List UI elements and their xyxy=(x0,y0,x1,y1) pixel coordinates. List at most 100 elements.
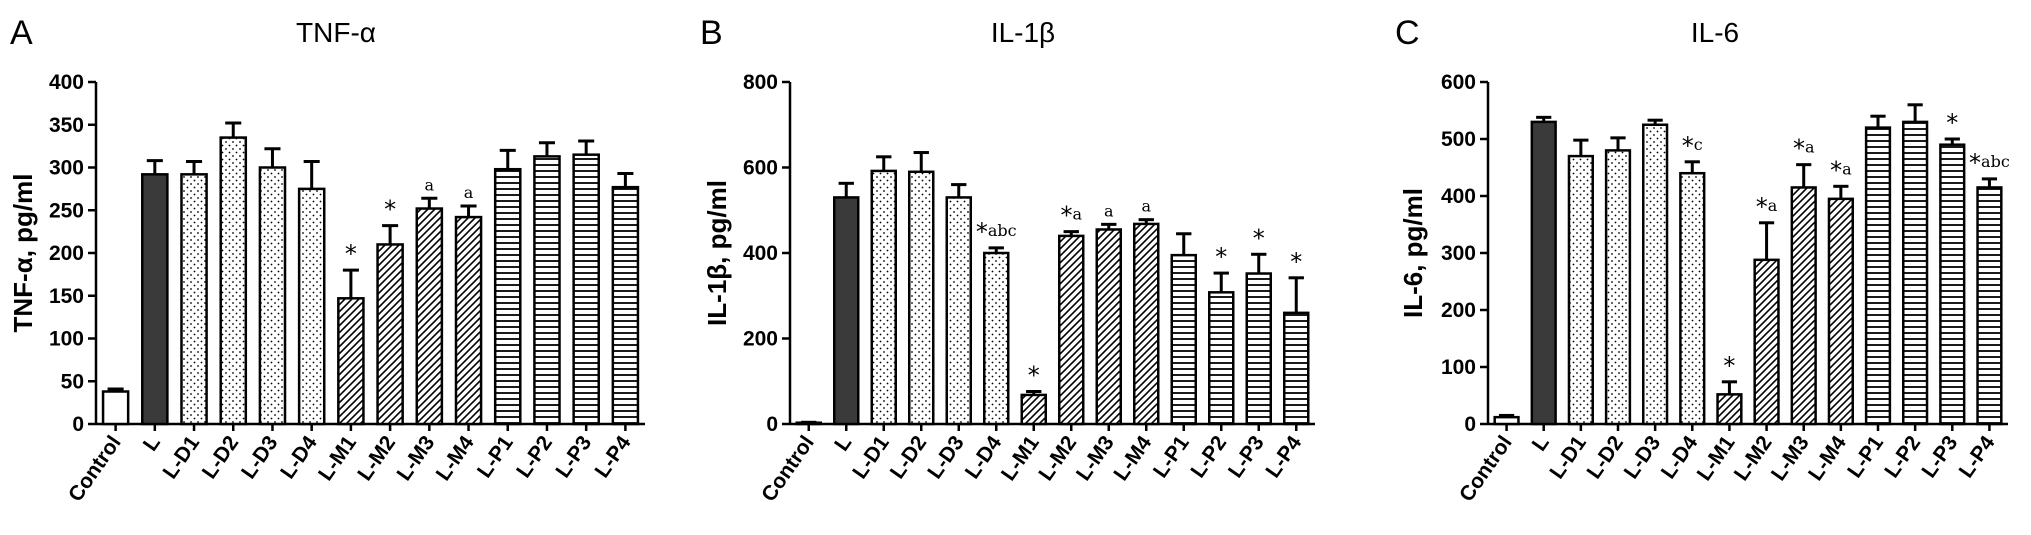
y-tick-label: 400 xyxy=(1441,185,1476,208)
panel-letter: A xyxy=(10,14,33,52)
x-tick-label: L xyxy=(830,432,856,456)
x-tick-label: L-P1 xyxy=(1149,431,1194,482)
bar-l-p1 xyxy=(1864,126,1892,426)
bar-l-d1 xyxy=(1567,154,1594,426)
significance-label: * xyxy=(1028,362,1040,390)
x-tick-label: L-M2 xyxy=(1034,432,1081,485)
x-tick-label: L-P2 xyxy=(1880,432,1925,482)
bar-l-d4 xyxy=(297,187,326,426)
y-tick-label: 400 xyxy=(49,71,84,94)
x-tick-label: L-P3 xyxy=(1917,432,1962,482)
x-tick-label: L xyxy=(139,432,165,456)
bar-l-p1 xyxy=(1170,253,1197,426)
y-tick-label: 200 xyxy=(49,242,84,265)
bar-l-d2 xyxy=(219,136,248,426)
bar-l-d2 xyxy=(908,170,935,426)
significance-label: * xyxy=(1723,352,1735,380)
bar-l-m4 xyxy=(1827,197,1854,426)
x-tick-label: L-D4 xyxy=(961,431,1007,483)
x-tick-label: L-M3 xyxy=(392,432,439,485)
x-tick-label: L-P4 xyxy=(1955,431,2000,482)
significance-label: *abc xyxy=(976,218,1017,246)
significance-label: *c xyxy=(1682,132,1703,160)
bar-l-m1 xyxy=(1020,393,1047,426)
bar-l-d4 xyxy=(983,251,1010,426)
x-tick-label: L-D1 xyxy=(1545,431,1591,483)
y-tick-label: 100 xyxy=(1441,356,1476,379)
y-tick-label: 300 xyxy=(1441,242,1476,265)
x-tick-label: L-M4 xyxy=(1109,431,1156,485)
bar-l-p3 xyxy=(572,153,600,426)
x-tick-label: L xyxy=(1528,432,1554,456)
x-tick-label: L-D3 xyxy=(237,432,283,483)
x-tick-label: L-D2 xyxy=(1582,432,1628,483)
panel-a: A TNF-α TNF-α, pg/ml 0 50 100 150 200 250 300 350 4… xyxy=(8,14,645,506)
bar-l-d3 xyxy=(258,166,287,426)
chart-title: IL-6 xyxy=(1691,17,1739,48)
panel-c: C IL-6 IL-6, pg/ml 0 100 200 300 400 500 600 Contr… xyxy=(1395,14,2010,506)
bar-control xyxy=(101,390,130,426)
significance-label: a xyxy=(1104,201,1114,220)
significance-label: * xyxy=(1946,109,1958,137)
bar-l-d4 xyxy=(1679,171,1706,426)
x-tick-label: L-P1 xyxy=(1843,431,1888,482)
bar-l-p2 xyxy=(1902,120,1929,426)
bar-l-p4 xyxy=(1283,311,1310,426)
bar-l-m3 xyxy=(1095,228,1122,426)
bar-control xyxy=(795,421,822,426)
y-axis-label: TNF-α, pg/ml xyxy=(8,174,38,333)
x-tick-label: L-D1 xyxy=(848,431,894,483)
y-tick-label: 800 xyxy=(743,71,778,94)
y-tick-label: 300 xyxy=(49,157,84,180)
x-tick-label: Control xyxy=(1455,432,1517,506)
x-tick-label: L-D3 xyxy=(923,432,969,483)
x-tick-label: L-P3 xyxy=(1224,432,1269,482)
bar-control xyxy=(1493,415,1520,426)
y-tick-label: 250 xyxy=(49,199,84,222)
x-tick-label: Control xyxy=(757,432,819,506)
y-tick-label: 600 xyxy=(743,157,778,180)
significance-label: *a xyxy=(1830,156,1852,184)
bar-l-p3 xyxy=(1245,272,1272,426)
x-tick-label: L-D4 xyxy=(1657,431,1703,483)
significance-label: * xyxy=(1215,243,1227,271)
x-tick-label: L-M3 xyxy=(1072,432,1119,485)
x-tick-label: L-D3 xyxy=(1620,432,1666,483)
x-tick-label: L-D1 xyxy=(159,431,205,483)
y-axis-label: IL-6, pg/ml xyxy=(1398,188,1428,318)
bar-l-m2 xyxy=(1753,258,1780,426)
bar-l-m2 xyxy=(1058,234,1085,426)
significance-label: * xyxy=(384,196,396,224)
x-tick-label: L-M1 xyxy=(997,431,1044,485)
y-tick-label: 100 xyxy=(49,328,84,351)
y-tick-label: 0 xyxy=(1464,413,1476,436)
significance-label: *abc xyxy=(1969,149,2010,177)
y-tick-label: 600 xyxy=(1441,71,1476,94)
x-tick-label: L-D4 xyxy=(276,431,322,483)
bar-l-p1 xyxy=(493,167,522,426)
x-tick-label: L-P1 xyxy=(473,431,518,482)
panel-letter: B xyxy=(700,14,723,52)
bar-l-p3 xyxy=(1939,143,1966,426)
x-tick-label: L-P2 xyxy=(512,432,557,482)
x-tick-label: L-M4 xyxy=(432,431,479,485)
significance-label: a xyxy=(1141,197,1151,216)
panel-letter: C xyxy=(1395,14,1420,52)
x-tick-label: L-P2 xyxy=(1186,432,1231,482)
chart-title: IL-1β xyxy=(991,17,1055,48)
y-tick-label: 500 xyxy=(1441,128,1476,151)
bar-l-m3 xyxy=(1790,186,1817,426)
bar-l xyxy=(141,173,169,426)
bar-l-p4 xyxy=(1976,186,2003,426)
bar-l-m4 xyxy=(1133,222,1160,426)
bar-l-p2 xyxy=(1208,291,1235,426)
bar-l-d1 xyxy=(180,173,208,426)
bar-l-d2 xyxy=(1604,149,1632,426)
x-tick-label: L-M1 xyxy=(314,431,361,485)
x-tick-label: L-D2 xyxy=(886,432,932,483)
bar-l-p4 xyxy=(611,185,640,426)
y-tick-label: 50 xyxy=(61,370,84,393)
y-tick-label: 0 xyxy=(72,413,84,436)
